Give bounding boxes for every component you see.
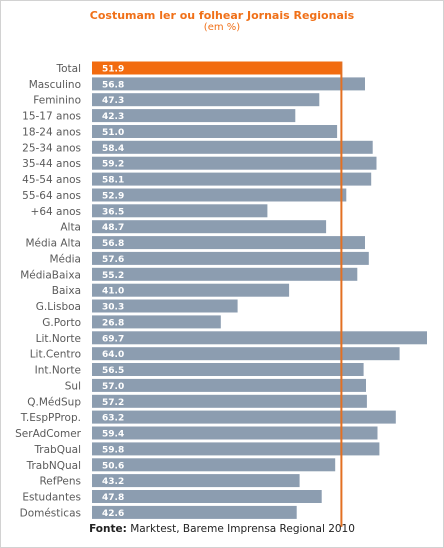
category-label-20: Sul [65,380,81,392]
category-label-11: Média Alta [25,238,81,250]
category-label-14: Baixa [52,285,81,297]
bar-11 [92,236,365,250]
category-label-13: MédiaBaixa [20,269,81,281]
value-label-26: 43.2 [102,477,124,487]
category-label-24: TrabQual [33,444,81,456]
category-label-15: G.Lisboa [36,301,81,313]
source-note: Fonte: Marktest, Bareme Imprensa Regiona… [0,523,444,535]
value-label-5: 58.4 [102,144,124,154]
value-label-24: 59.8 [102,445,124,455]
bar-13 [92,267,358,281]
chart-title: Costumam ler ou folhear Jornais Regionai… [89,9,355,22]
category-label-4: 18-24 anos [22,127,81,139]
value-label-8: 52.9 [102,192,124,202]
bar-16 [92,315,221,329]
bar-27 [92,490,322,503]
value-label-22: 63.2 [102,414,124,424]
value-label-23: 59.4 [102,430,124,440]
category-label-16: G.Porto [42,317,81,329]
category-label-17: Lit.Norte [36,333,81,345]
category-label-3: 15-17 anos [22,111,81,123]
bar-19 [92,363,364,376]
bar-5 [92,140,373,154]
value-label-11: 56.8 [102,239,124,249]
value-label-4: 51.0 [102,128,124,138]
bar-25 [92,458,336,472]
bar-22 [92,410,396,424]
category-label-26: RefPens [39,476,81,488]
category-label-6: 35-44 anos [22,158,81,170]
value-label-12: 57.6 [102,255,124,265]
category-label-2: Feminino [33,95,81,107]
bar-12 [92,251,369,265]
category-label-22: T.EspPProp. [20,412,81,424]
category-label-9: +64 anos [31,206,81,218]
bars-group [92,61,427,519]
bar-18 [92,347,400,361]
category-label-1: Masculino [29,79,81,91]
bar-24 [92,442,380,456]
bar-4 [92,125,338,138]
value-label-14: 41.0 [102,287,124,297]
value-label-2: 47.3 [102,96,124,106]
bar-9 [92,204,268,218]
value-label-17: 69.7 [102,334,124,344]
category-label-21: Q.MédSup [27,396,81,408]
bar-7 [92,172,372,186]
value-label-9: 36.5 [102,207,124,217]
category-label-27: Estudantes [22,492,81,504]
category-label-28: Domésticas [20,507,81,519]
value-label-19: 56.5 [102,366,124,376]
bar-8 [92,188,347,202]
value-label-28: 42.6 [102,509,124,519]
bar-26 [92,474,300,488]
value-label-3: 42.3 [102,112,124,122]
category-labels-group: Total Masculino Feminino 15-17 anos 18-24 an… [15,63,82,519]
category-label-8: 55-64 anos [22,190,81,202]
value-label-16: 26.8 [102,318,124,328]
value-label-13: 55.2 [102,271,124,281]
value-label-10: 48.7 [102,223,124,233]
bar-23 [92,426,378,440]
category-label-5: 25-34 anos [22,142,81,154]
value-label-1: 56.8 [102,80,124,90]
value-label-15: 30.3 [102,303,124,313]
bar-17 [92,331,427,345]
value-label-21: 57.2 [102,398,124,408]
source-text: Marktest, Bareme Imprensa Regional 2010 [130,523,355,535]
bar-14 [92,283,290,297]
bar-21 [92,394,367,408]
bar-2 [92,93,320,107]
bar-1 [92,77,365,91]
category-label-7: 45-54 anos [22,174,81,186]
value-label-18: 64.0 [102,350,124,360]
category-label-0: Total [55,63,81,75]
bar-6 [92,156,377,170]
bar-0 [92,61,342,75]
value-label-7: 58.1 [102,176,124,186]
value-label-25: 50.6 [102,461,124,471]
category-label-19: Int.Norte [35,365,81,377]
source-label: Fonte: [89,523,127,535]
value-label-0: 51.9 [102,65,124,75]
category-label-10: Alta [60,222,81,234]
category-label-25: TrabNQual [26,460,81,472]
category-label-18: Lit.Centro [30,349,81,361]
category-label-23: SerAdComer [15,428,82,440]
bar-10 [92,220,327,234]
value-labels-group: 51.9 56.8 47.3 42.3 51.0 58.4 59.2 58.1 52.9 36.5… [102,65,124,519]
value-label-20: 57.0 [102,382,124,392]
bar-20 [92,378,366,392]
chart-subtitle: (em %) [203,22,241,33]
category-label-12: Média [49,253,81,265]
bar-15 [92,299,238,313]
bar-28 [92,505,297,519]
value-label-6: 59.2 [102,160,124,170]
value-label-27: 47.8 [102,493,124,503]
bar-3 [92,109,296,123]
